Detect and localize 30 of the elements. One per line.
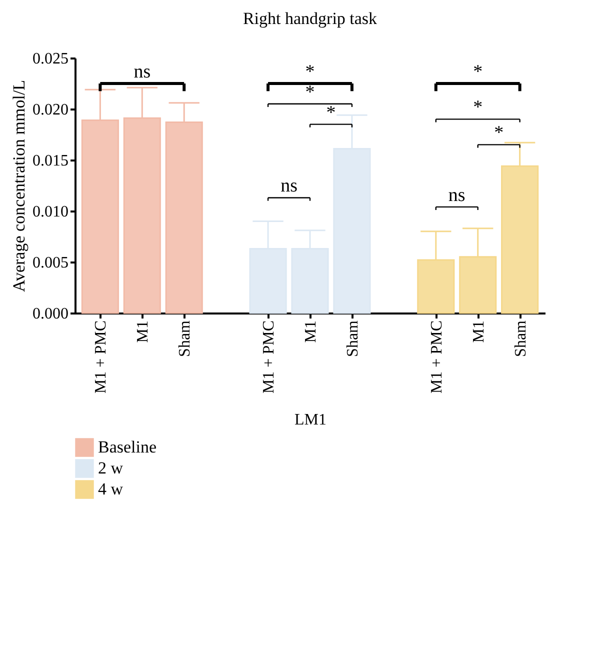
x-axis-title: LM1 (294, 412, 326, 429)
annotation: * (326, 102, 336, 124)
y-tick-label: 0.005 (32, 254, 68, 272)
x-tick-label: Sham (512, 320, 530, 357)
x-tick-label: M1 + PMC (260, 320, 278, 394)
x-tick-label: M1 (134, 320, 152, 343)
annotation: * (494, 122, 504, 144)
y-axis-title: Average concentration mmol/L (10, 80, 28, 292)
annotation: * (473, 62, 483, 82)
annotation: * (305, 62, 315, 82)
annotation: * (473, 97, 483, 118)
annotation: ns (448, 184, 466, 206)
chart-title: Right handgrip task (242, 9, 378, 28)
annotation: * (305, 82, 315, 103)
x-tick-label: M1 (302, 320, 320, 343)
y-tick-label: 0.000 (32, 306, 68, 322)
x-tick-label: M1 + PMC (92, 320, 110, 394)
x-tick-label: Sham (344, 320, 362, 357)
legend-label: Baseline (98, 438, 157, 456)
y-tick-label: 0.025 (32, 50, 68, 68)
y-tick-label: 0.010 (32, 204, 68, 220)
legend-label: 2 w (98, 458, 124, 478)
annotation: ns (280, 176, 298, 197)
legend-label: 4 w (98, 480, 124, 498)
y-tick-label: 0.020 (32, 102, 68, 118)
x-tick-label: M1 (470, 320, 488, 343)
annotation: ns (134, 62, 151, 82)
y-tick-label: 0.015 (32, 152, 68, 170)
x-tick-label: Sham (176, 320, 194, 357)
x-tick-label: M1 + PMC (428, 320, 446, 394)
